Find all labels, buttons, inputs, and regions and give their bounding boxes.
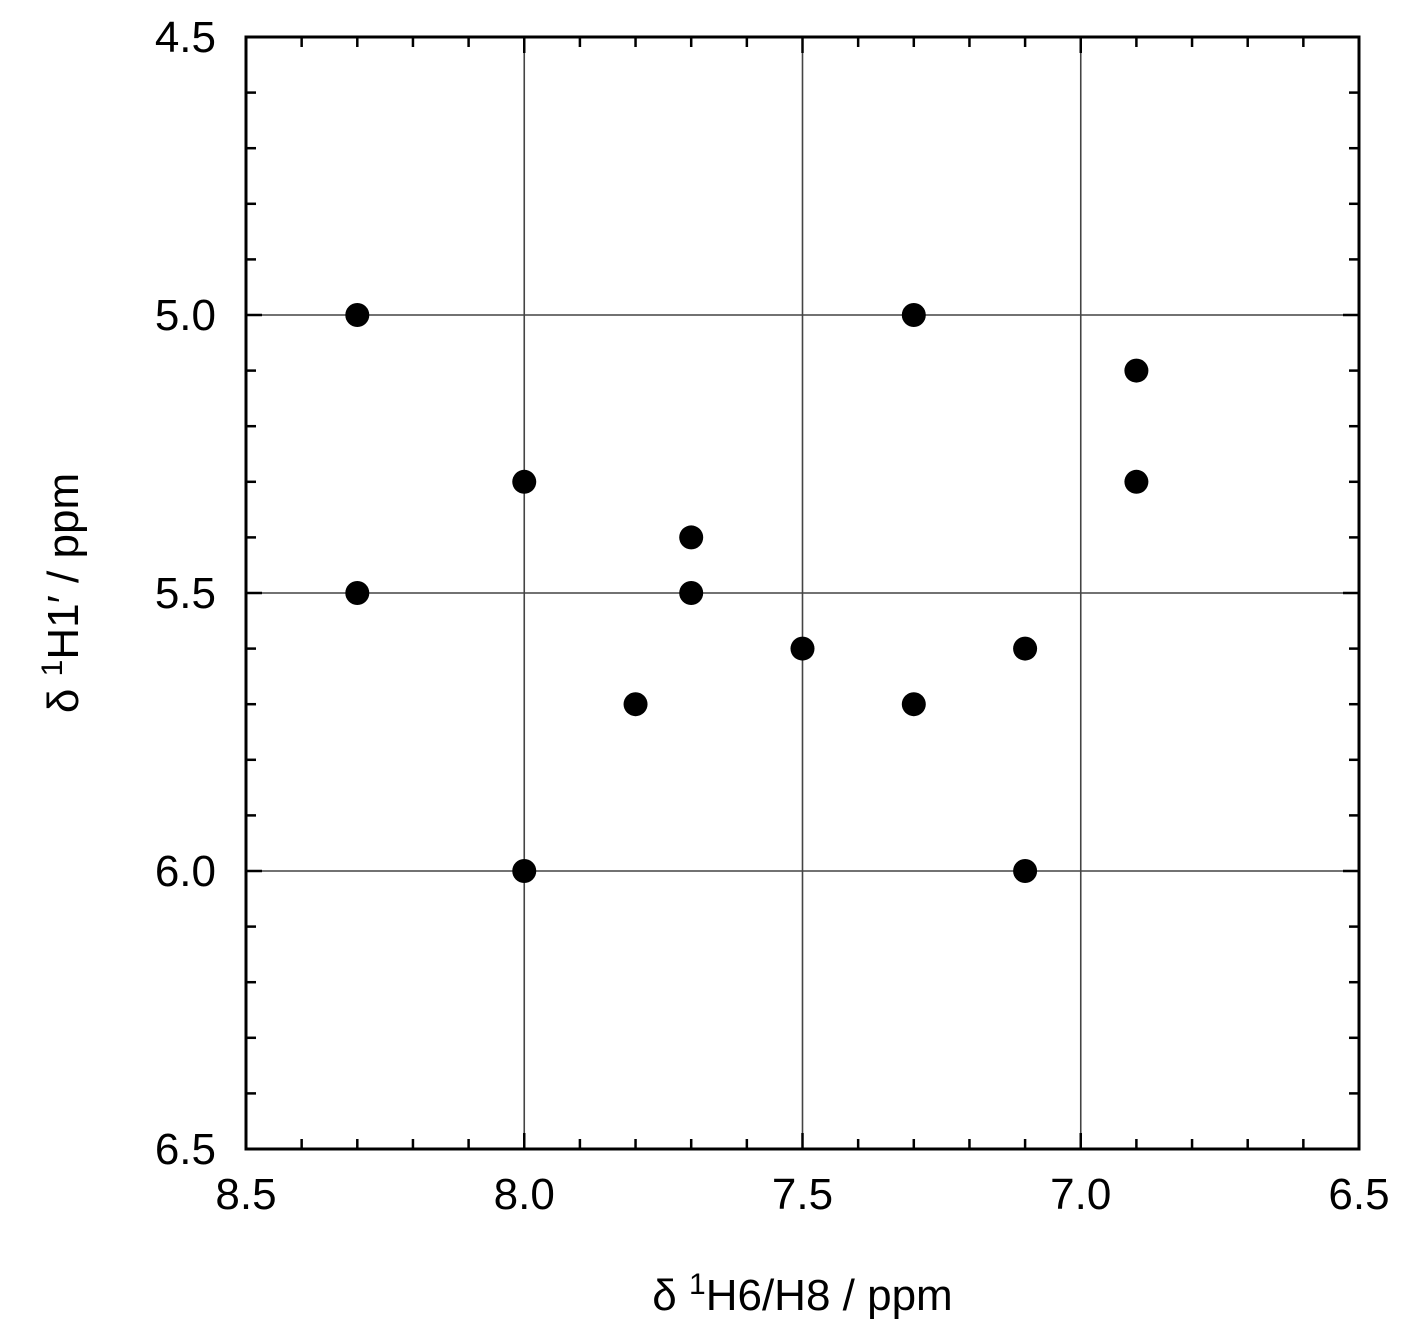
- grid-lines: [246, 37, 1359, 1149]
- data-point: [1124, 358, 1149, 383]
- x-tick-label: 8.0: [494, 1170, 555, 1219]
- data-point: [512, 859, 537, 883]
- y-tick-label: 6.5: [155, 1125, 216, 1174]
- data-points: [345, 303, 1149, 883]
- y-axis-title-text: H1′ / ppm: [39, 473, 88, 660]
- x-axis-title-text: H6/H8 / ppm: [706, 1271, 953, 1320]
- x-tick-label: 7.5: [772, 1170, 833, 1219]
- data-point: [1013, 636, 1038, 661]
- x-axis-title-superscript: 1: [689, 1268, 706, 1301]
- data-point: [1124, 469, 1149, 494]
- data-point: [345, 581, 370, 605]
- data-point: [679, 525, 704, 550]
- data-point: [679, 581, 704, 605]
- y-axis-title: δ 1H1′ / ppm: [36, 473, 88, 713]
- data-point: [623, 692, 648, 717]
- data-point: [1013, 859, 1038, 883]
- x-tick-label: 7.0: [1050, 1170, 1111, 1219]
- plot-frame: [244, 35, 1361, 1151]
- y-axis-title-prefix: δ: [39, 676, 88, 713]
- y-tick-label: 4.5: [155, 13, 216, 62]
- y-tick-labels: 4.5 5.0 5.5 6.0 6.5: [155, 13, 216, 1174]
- data-point: [901, 692, 926, 717]
- data-point: [345, 303, 370, 327]
- y-tick-label: 6.0: [155, 847, 216, 896]
- y-axis-title-superscript: 1: [36, 660, 69, 677]
- y-tick-label: 5.5: [155, 569, 216, 618]
- data-point: [901, 303, 926, 327]
- x-tick-label: 8.5: [215, 1170, 276, 1219]
- data-point: [790, 636, 815, 661]
- y-tick-label: 5.0: [155, 291, 216, 340]
- x-tick-labels: 8.5 8.0 7.5 7.0 6.5: [215, 1170, 1389, 1219]
- x-tick-label: 6.5: [1328, 1170, 1389, 1219]
- x-axis-title-prefix: δ: [652, 1271, 689, 1320]
- x-axis-title: δ 1H6/H8 / ppm: [652, 1268, 952, 1320]
- data-point: [512, 469, 537, 494]
